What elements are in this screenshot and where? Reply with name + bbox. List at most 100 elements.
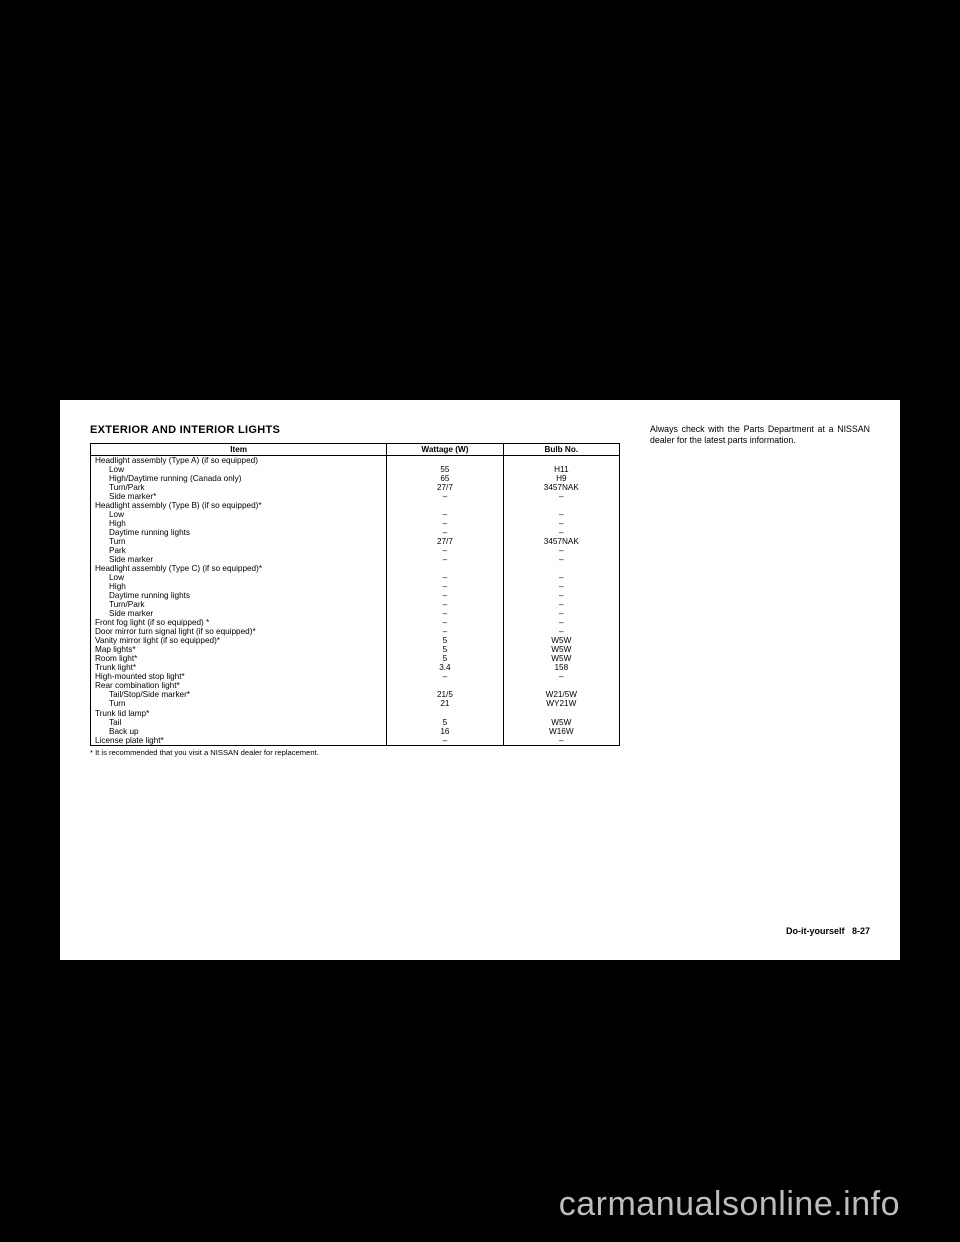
- item-label: Tail: [95, 718, 121, 727]
- item-cell: Tail: [91, 718, 387, 727]
- bulb-cell: –: [503, 600, 619, 609]
- bulb-cell: [503, 456, 619, 466]
- bulb-cell: –: [503, 519, 619, 528]
- item-label: Turn/Park: [95, 600, 145, 609]
- table-row: High––: [91, 519, 620, 528]
- bulb-cell: –: [503, 609, 619, 618]
- page-footer: Do-it-yourself 8-27: [786, 926, 870, 936]
- item-cell: Turn/Park: [91, 600, 387, 609]
- item-label: Side marker: [95, 555, 153, 564]
- table-row: Door mirror turn signal light (if so equ…: [91, 627, 620, 636]
- item-label: High: [95, 582, 126, 591]
- item-label: Low: [95, 573, 124, 582]
- item-cell: Side marker: [91, 555, 387, 564]
- item-cell: High/Daytime running (Canada only): [91, 474, 387, 483]
- table-row: Tail5W5W: [91, 718, 620, 727]
- wattage-cell: –: [387, 618, 503, 627]
- item-cell: High: [91, 582, 387, 591]
- table-row: Headlight assembly (Type A) (if so equip…: [91, 456, 620, 466]
- item-label: Side marker: [95, 609, 153, 618]
- table-header: Item Wattage (W) Bulb No.: [91, 443, 620, 455]
- item-cell: Turn/Park: [91, 483, 387, 492]
- bulb-cell: –: [503, 591, 619, 600]
- bulb-cell: –: [503, 573, 619, 582]
- bulb-cell: [503, 681, 619, 690]
- bulb-cell: H9: [503, 474, 619, 483]
- wattage-cell: –: [387, 492, 503, 501]
- table-row: Rear combination light*: [91, 681, 620, 690]
- bulb-cell: WY21W: [503, 699, 619, 708]
- wattage-cell: 5: [387, 636, 503, 645]
- bulb-cell: –: [503, 736, 619, 746]
- bulb-cell: 3457NAK: [503, 537, 619, 546]
- table-row: Tail/Stop/Side marker* 21/5W21/5W: [91, 690, 620, 699]
- table-row: Map lights*5W5W: [91, 645, 620, 654]
- bulb-cell: –: [503, 582, 619, 591]
- wattage-cell: –: [387, 528, 503, 537]
- bulb-cell: [503, 709, 619, 718]
- table-row: Side marker* ––: [91, 492, 620, 501]
- lights-table: Item Wattage (W) Bulb No. Headlight asse…: [90, 443, 620, 746]
- bulb-cell: H11: [503, 465, 619, 474]
- table-row: Daytime running lights––: [91, 591, 620, 600]
- bulb-cell: –: [503, 618, 619, 627]
- bulb-cell: –: [503, 510, 619, 519]
- table-row: Turn27/73457NAK: [91, 537, 620, 546]
- item-label: Side marker*: [95, 492, 156, 501]
- wattage-cell: 21/5: [387, 690, 503, 699]
- item-label: Park: [95, 546, 126, 555]
- wattage-cell: [387, 456, 503, 466]
- item-cell: Park: [91, 546, 387, 555]
- wattage-cell: –: [387, 519, 503, 528]
- table-row: Daytime running lights ––: [91, 528, 620, 537]
- manual-page: EXTERIOR AND INTERIOR LIGHTS Item Wattag…: [60, 400, 900, 960]
- wattage-cell: [387, 709, 503, 718]
- wattage-cell: 16: [387, 727, 503, 736]
- bulb-cell: W16W: [503, 727, 619, 736]
- item-cell: Side marker: [91, 609, 387, 618]
- wattage-cell: –: [387, 600, 503, 609]
- footer-page-num: 8-27: [852, 926, 870, 936]
- bulb-cell: –: [503, 528, 619, 537]
- bulb-cell: W5W: [503, 645, 619, 654]
- item-cell: Rear combination light*: [91, 681, 387, 690]
- wattage-cell: 5: [387, 654, 503, 663]
- bulb-cell: [503, 564, 619, 573]
- footer-section: Do-it-yourself: [786, 926, 845, 936]
- wattage-cell: –: [387, 546, 503, 555]
- item-cell: Headlight assembly (Type C) (if so equip…: [91, 564, 387, 573]
- table-row: Room light*5W5W: [91, 654, 620, 663]
- table-row: Turn21WY21W: [91, 699, 620, 708]
- item-label: Back up: [95, 727, 139, 736]
- item-label: Daytime running lights: [95, 528, 190, 537]
- item-cell: Turn: [91, 699, 387, 708]
- table-row: Trunk light*3.4158: [91, 663, 620, 672]
- left-column: EXTERIOR AND INTERIOR LIGHTS Item Wattag…: [90, 424, 620, 757]
- wattage-cell: 55: [387, 465, 503, 474]
- table-row: Headlight assembly (Type B) (if so equip…: [91, 501, 620, 510]
- table-row: License plate light*––: [91, 736, 620, 746]
- item-cell: Trunk light*: [91, 663, 387, 672]
- bulb-cell: –: [503, 492, 619, 501]
- item-label: Tail/Stop/Side marker*: [95, 690, 190, 699]
- watermark: carmanualsonline.info: [559, 1185, 900, 1224]
- section-title: EXTERIOR AND INTERIOR LIGHTS: [90, 424, 620, 437]
- parts-note: Always check with the Parts Department a…: [650, 424, 870, 447]
- footnote: * It is recommended that you visit a NIS…: [90, 749, 620, 758]
- bulb-cell: [503, 501, 619, 510]
- table-row: Park ––: [91, 546, 620, 555]
- item-cell: Room light*: [91, 654, 387, 663]
- bulb-cell: W21/5W: [503, 690, 619, 699]
- bulb-cell: –: [503, 546, 619, 555]
- item-cell: Daytime running lights: [91, 591, 387, 600]
- table-row: Trunk lid lamp*: [91, 709, 620, 718]
- item-cell: Front fog light (if so equipped) *: [91, 618, 387, 627]
- item-cell: Tail/Stop/Side marker*: [91, 690, 387, 699]
- table-row: Side marker ––: [91, 555, 620, 564]
- bulb-cell: –: [503, 555, 619, 564]
- item-cell: Low: [91, 510, 387, 519]
- bulb-cell: 3457NAK: [503, 483, 619, 492]
- wattage-cell: –: [387, 555, 503, 564]
- table-row: Low55H11: [91, 465, 620, 474]
- col-header-item: Item: [91, 443, 387, 455]
